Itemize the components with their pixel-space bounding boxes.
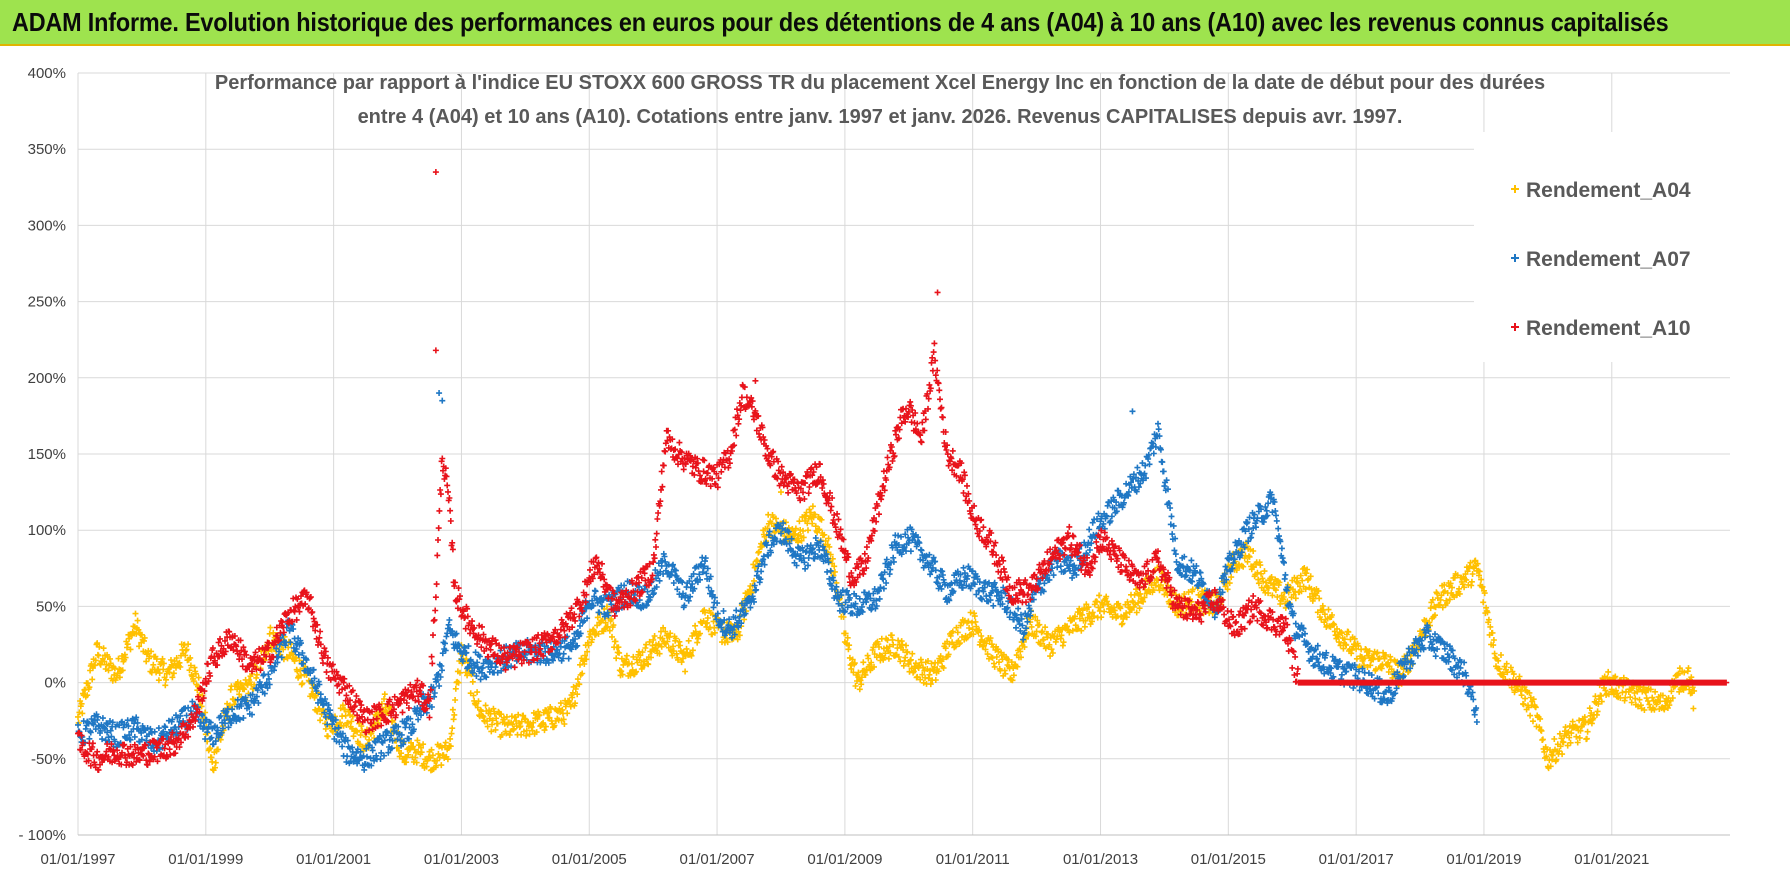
x-tick-label: 01/01/2017: [1319, 851, 1394, 868]
x-axis-ticks: 01/01/1997 01/01/1999 01/01/2001 01/01/2003…: [40, 851, 1649, 868]
y-tick-label: 300%: [28, 217, 66, 234]
outlier-point: [752, 377, 759, 384]
x-tick-label: 01/01/2013: [1063, 851, 1138, 868]
report-title: ADAM Informe. Evolution historique des p…: [12, 7, 1669, 37]
report-banner: ADAM Informe. Evolution historique des p…: [0, 0, 1790, 46]
legend: Rendement_A04 Rendement_A07 Rendement_A10: [1474, 132, 1732, 362]
legend-marker: [1511, 185, 1519, 193]
y-axis-ticks: 400% 350% 300% 250% 200% 150% 100% 50% 0% -50% - 1…: [18, 65, 66, 844]
outlier-point: [777, 489, 784, 496]
series-rendement-a10: [75, 340, 1730, 773]
x-tick-label: 01/01/2001: [296, 851, 371, 868]
x-tick-label: 01/01/1999: [168, 851, 243, 868]
y-tick-label: 200%: [28, 370, 66, 387]
outlier-point: [1129, 408, 1136, 415]
x-tick-label: 01/01/2019: [1446, 851, 1521, 868]
y-tick-label: - 100%: [18, 827, 66, 844]
x-tick-label: 01/01/2007: [680, 851, 755, 868]
y-tick-label: 150%: [28, 446, 66, 463]
y-tick-label: 100%: [28, 522, 66, 539]
x-tick-label: 01/01/2011: [936, 851, 1010, 868]
x-tick-label: 01/01/2009: [807, 851, 882, 868]
legend-marker: [1511, 323, 1519, 331]
outlier-markers: [432, 169, 1136, 496]
legend-label: Rendement_A10: [1526, 317, 1691, 340]
legend-marker: [1511, 254, 1519, 262]
x-tick-label: 01/01/2005: [552, 851, 627, 868]
outlier-point: [934, 289, 941, 296]
outlier-point: [439, 397, 446, 404]
series-markers-2: [75, 340, 1730, 773]
y-tick-label: 350%: [28, 141, 66, 158]
chart-title: Performance par rapport à l'indice EU ST…: [215, 72, 1545, 128]
legend-label: Rendement_A07: [1526, 248, 1691, 271]
chart-title-line-2: entre 4 (A04) et 10 ans (A10). Cotations…: [358, 106, 1403, 128]
legend-label: Rendement_A04: [1526, 179, 1691, 202]
x-tick-label: 01/01/2021: [1574, 851, 1649, 868]
y-tick-label: 400%: [28, 65, 66, 82]
x-tick-label: 01/01/1997: [40, 851, 115, 868]
chart-title-line-1: Performance par rapport à l'indice EU ST…: [215, 72, 1545, 94]
y-tick-label: 50%: [36, 598, 66, 615]
series-markers: [75, 169, 1730, 774]
legend-background: [1474, 132, 1732, 362]
x-tick-label: 01/01/2003: [424, 851, 499, 868]
y-tick-label: -50%: [31, 751, 66, 768]
outlier-point: [432, 347, 439, 354]
y-tick-label: 250%: [28, 294, 66, 311]
outlier-point: [436, 390, 443, 397]
x-tick-label: 01/01/2015: [1191, 851, 1266, 868]
performance-chart: Performance par rapport à l'indice EU ST…: [0, 46, 1790, 886]
outlier-point: [432, 169, 439, 176]
y-tick-label: 0%: [44, 675, 66, 692]
